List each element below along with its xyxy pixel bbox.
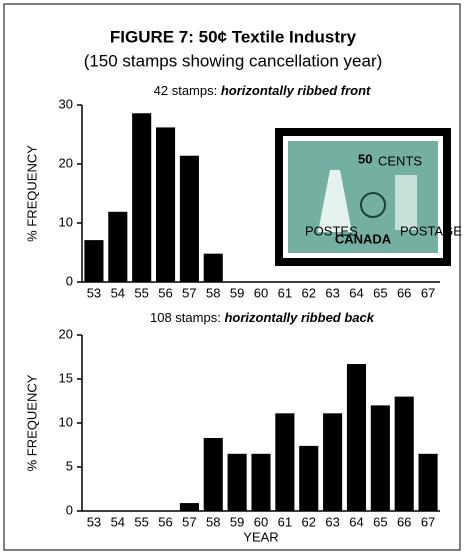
y-tick-label: 20 <box>59 326 73 341</box>
x-axis-label: YEAR <box>243 529 278 544</box>
x-tick-label: 63 <box>325 514 339 529</box>
stamp-wheel <box>360 192 386 218</box>
bar <box>251 453 271 511</box>
y-tick-label: 0 <box>66 273 73 288</box>
x-tick-label: 56 <box>158 514 172 529</box>
bar <box>370 405 390 511</box>
bar <box>179 155 199 282</box>
x-tick-label: 60 <box>254 285 268 300</box>
bar <box>418 453 438 511</box>
bar <box>155 127 176 282</box>
subplot-title-emphasis: horizontally ribbed back <box>224 310 374 325</box>
x-tick-label: 60 <box>254 514 268 529</box>
y-tick-label: 10 <box>59 214 73 229</box>
x-tick-label: 59 <box>230 285 244 300</box>
x-tick-label: 65 <box>373 514 387 529</box>
x-tick-label: 59 <box>230 514 244 529</box>
stamp-denomination: 50 <box>358 151 372 166</box>
x-tick-label: 64 <box>349 514 363 529</box>
bar <box>394 396 414 511</box>
x-tick-label: 58 <box>206 285 220 300</box>
bar <box>84 240 104 282</box>
y-tick-label: 15 <box>59 370 73 385</box>
x-tick-label: 66 <box>397 514 411 529</box>
stamp-cents: CENTS <box>378 153 422 168</box>
x-tick-label: 57 <box>182 285 196 300</box>
subplot-title-emphasis: horizontally ribbed front <box>221 83 371 98</box>
subplot-title-count: 108 stamps: <box>150 310 221 325</box>
y-tick-label: 0 <box>66 502 73 517</box>
x-tick-label: 66 <box>397 285 411 300</box>
y-tick-label: 10 <box>59 414 73 429</box>
x-tick-label: 53 <box>87 514 101 529</box>
stamp: 50 CENTS CANADA POSTES POSTAGE <box>275 128 462 266</box>
y-tick-label: 30 <box>59 96 73 111</box>
x-tick-label: 56 <box>158 285 172 300</box>
x-tick-label: 63 <box>325 285 339 300</box>
x-tick-label: 62 <box>301 514 315 529</box>
figure-title: FIGURE 7: 50¢ Textile Industry <box>110 27 357 46</box>
bar <box>203 437 223 511</box>
bar <box>346 364 367 511</box>
stamp-right-text: POSTAGE <box>400 223 462 238</box>
x-tick-label: 54 <box>111 514 125 529</box>
stamp-country: CANADA <box>335 231 392 246</box>
x-tick-label: 55 <box>134 285 148 300</box>
x-tick-label: 64 <box>349 285 363 300</box>
x-tick-label: 54 <box>111 285 125 300</box>
y-tick-label: 20 <box>59 155 73 170</box>
stamp-spool <box>318 170 352 232</box>
x-tick-label: 65 <box>373 285 387 300</box>
bar <box>323 413 343 511</box>
bar <box>203 253 223 282</box>
bar <box>179 503 199 511</box>
y-axis-label: % FREQUENCY <box>24 145 39 242</box>
y-tick-label: 5 <box>66 458 73 473</box>
x-tick-label: 67 <box>421 285 435 300</box>
bar <box>227 453 247 511</box>
bar <box>132 113 152 282</box>
stamp-left-text: POSTES <box>305 223 358 238</box>
x-tick-label: 55 <box>134 514 148 529</box>
frame <box>3 3 461 551</box>
stamp-building <box>395 175 417 230</box>
subplot-title: 42 stamps: horizontally ribbed front <box>154 83 371 98</box>
x-tick-label: 67 <box>421 514 435 529</box>
bar <box>108 211 128 282</box>
x-tick-label: 57 <box>182 514 196 529</box>
figure-subtitle: (150 stamps showing cancellation year) <box>84 51 383 70</box>
x-tick-label: 58 <box>206 514 220 529</box>
bar <box>299 445 319 511</box>
bar <box>275 413 295 511</box>
x-tick-label: 53 <box>87 285 101 300</box>
y-axis-label: % FREQUENCY <box>24 374 39 471</box>
x-tick-label: 61 <box>278 514 292 529</box>
subplot-title-count: 42 stamps: <box>154 83 218 98</box>
x-tick-label: 62 <box>301 285 315 300</box>
x-tick-label: 61 <box>278 285 292 300</box>
subplot-title: 108 stamps: horizontally ribbed back <box>150 310 375 325</box>
